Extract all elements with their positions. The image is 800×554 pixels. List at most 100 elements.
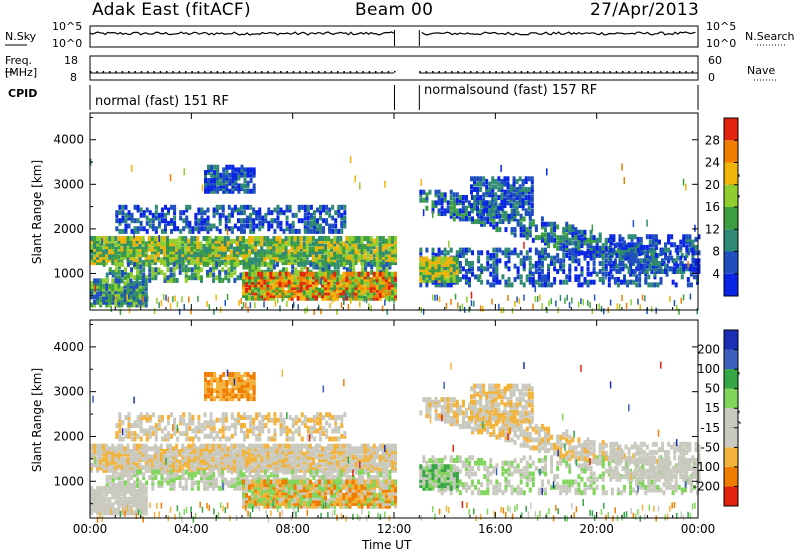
echo-cell [231,180,235,186]
echo-cell [225,186,229,192]
echo-cell [108,249,112,255]
echo-cell [381,257,385,263]
echo-cell [336,451,340,457]
echo-cell [630,252,634,258]
echo-cell [394,285,397,291]
echo-cell [692,260,696,266]
echo-cell [160,483,164,489]
echo-cell [425,259,429,265]
echo-cell [204,186,207,192]
echo-cell [384,295,388,301]
echo-cell [419,272,423,278]
echo-cell [339,457,343,463]
echo-cell [297,261,301,267]
echo-cell [196,236,200,242]
echo-cell [129,297,133,303]
echo-cell [172,465,176,471]
echo-cell [455,213,459,219]
echo-cell [476,176,480,182]
echo-cell [216,178,220,184]
echo-cell [360,449,364,455]
echo-cell [263,457,267,463]
echo-cell [205,449,209,455]
echo-cell [246,172,250,178]
echo-cell [120,302,124,308]
echo-cell [224,215,228,221]
echo-cell [630,260,634,266]
echo-cell [242,459,245,465]
echo-cell [172,249,176,255]
echo-cell [217,238,221,244]
echo-cell [461,274,465,280]
ground-scatter-cell [450,298,452,305]
echo-cell [305,238,309,244]
echo-cell [390,246,394,252]
echo-cell [543,237,547,243]
echo-cell [203,226,207,232]
echo-cell [150,260,154,266]
echo-cell [319,223,323,229]
echo-cell [233,483,237,489]
echo-cell [191,228,195,234]
echo-cell [630,255,634,261]
echo-cell [225,178,229,184]
echo-cell [138,254,142,260]
echo-cell [312,210,316,216]
echo-cell [144,281,148,287]
echo-cell [428,272,432,278]
echo-cell [309,215,313,221]
echo-cell [592,248,596,254]
echo-cell [251,257,255,263]
echo-cell [291,220,295,226]
echo-cell [278,236,282,242]
echo-cell [120,294,124,300]
echo-cell [160,207,164,213]
noise-cell [687,261,689,269]
echo-cell [278,279,282,285]
echo-cell [537,260,541,266]
echo-cell [200,207,204,213]
echo-cell [120,462,124,468]
echo-cell [321,236,325,242]
echo-cell [384,254,388,260]
echo-cell [354,271,358,277]
echo-cell [302,244,306,250]
echo-cell [102,249,106,255]
echo-cell [167,210,171,216]
echo-cell [384,285,388,291]
echo-cell [437,211,441,217]
echo-cell [276,204,280,210]
echo-cell [187,446,191,452]
echo-cell [96,291,100,297]
echo-cell [129,244,133,250]
echo-cell [132,257,136,263]
echo-cell [108,451,112,457]
echo-cell [90,283,93,289]
echo-cell [651,263,655,269]
ground-scatter-cell [534,296,537,303]
echo-cell [366,290,370,296]
echo-cell [190,480,194,486]
echo-cell [257,287,261,293]
echo-cell [664,266,668,272]
echo-cell [384,277,388,283]
echo-cell [90,286,93,292]
echo-cell [290,446,294,452]
echo-cell [196,267,200,273]
echo-cell [525,229,529,235]
echo-cell [530,208,534,214]
echo-cell [154,269,158,275]
echo-cell [117,474,121,480]
echo-cell [233,477,237,483]
echo-cell [351,249,355,255]
echo-cell [485,203,489,209]
echo-cell [117,269,121,275]
echo-cell [208,454,212,460]
echo-cell [314,293,318,299]
echo-cell [117,294,121,300]
echo-cell [117,446,121,452]
noise-cell [420,179,423,187]
echo-cell [151,223,155,229]
echo-cell [547,266,551,272]
echo-cell [360,252,364,258]
